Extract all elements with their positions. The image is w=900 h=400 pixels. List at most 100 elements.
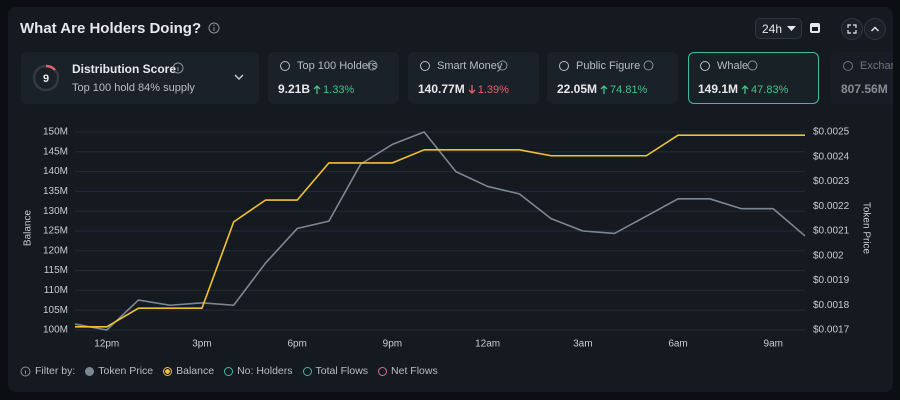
- filter-item[interactable]: Net Flows: [378, 365, 438, 377]
- y2-tick-label: $0.0021: [813, 226, 850, 237]
- y-tick-label: 100M: [43, 325, 68, 336]
- series-line: [74, 131, 806, 331]
- y-tick-label: 130M: [43, 206, 68, 217]
- card-value: 9.21B: [278, 82, 311, 96]
- metric-card[interactable]: Whale 149.1M 47.83%: [688, 52, 819, 104]
- change-arrow: [600, 85, 608, 94]
- y-axis-label: Balance: [23, 209, 34, 246]
- icon-shape: [420, 61, 430, 71]
- score-subtitle: Top 100 hold 84% supply: [72, 82, 195, 94]
- card-label: Smart Money: [437, 60, 503, 72]
- card-label: Exchange: [860, 60, 893, 72]
- arrow-shape: [600, 85, 608, 94]
- y2-tick-label: $0.0019: [813, 275, 850, 286]
- info-icon: [643, 60, 654, 71]
- legend-dot: [85, 366, 95, 376]
- card-value-row: 149.1M 47.83%: [698, 82, 788, 96]
- score-title: Distribution Score: [72, 62, 177, 76]
- filter-text: Filter by:: [35, 365, 76, 377]
- card-change: 1.33%: [313, 84, 354, 96]
- card-value: 149.1M: [698, 82, 739, 96]
- change-arrow: [741, 85, 749, 94]
- card-icon: [280, 61, 290, 71]
- card-value-row: 9.21B 1.33%: [278, 82, 354, 96]
- y-tick-label: 135M: [43, 186, 68, 197]
- filter-dot: [224, 366, 234, 376]
- y-tick-label: 145M: [43, 146, 68, 157]
- metric-card[interactable]: Smart Money 140.77M 1.39%: [408, 52, 539, 104]
- change-arrow: [468, 85, 476, 94]
- icon-shape: [280, 61, 290, 71]
- icon-shape: [559, 61, 569, 71]
- y2-tick-label: $0.0024: [813, 151, 850, 162]
- legend-dot: [163, 366, 173, 376]
- metric-card[interactable]: Public Figure 22.05M 74.81%: [547, 52, 678, 104]
- info-icon: [747, 60, 758, 71]
- y2-tick-label: $0.0022: [813, 201, 850, 212]
- x-tick-label: 12pm: [94, 339, 119, 350]
- change-text: 74.81%: [610, 84, 648, 96]
- y2-tick-label: $0.0018: [813, 300, 850, 311]
- y-tick-label: 120M: [43, 245, 68, 256]
- filter-text: No: Holders: [237, 365, 293, 377]
- filter-item[interactable]: Total Flows: [302, 365, 368, 377]
- filter-text: Net Flows: [391, 365, 438, 377]
- calendar-icon: [810, 23, 820, 33]
- filter-item[interactable]: No: Holders: [224, 365, 293, 377]
- change-text: 1.33%: [323, 84, 355, 96]
- y2-tick-label: $0.002: [813, 250, 844, 261]
- metric-card[interactable]: Top 100 Holders 9.21B 1.33%: [268, 52, 399, 104]
- y-tick-label: 115M: [44, 265, 68, 276]
- timeframe: 24h: [762, 22, 783, 36]
- change-arrow: [313, 85, 321, 94]
- card-value-row: 22.05M 74.81%: [557, 82, 647, 96]
- legend-item[interactable]: Token Price: [85, 365, 153, 377]
- fullscreen-button[interactable]: [841, 18, 863, 40]
- legend-text: Balance: [176, 365, 215, 377]
- card-label: Whale: [717, 60, 749, 72]
- info-icon: [20, 366, 31, 376]
- collapse-icon: [871, 26, 879, 32]
- timeframe-select[interactable]: 24h: [755, 18, 802, 39]
- info-icon[interactable]: [208, 22, 220, 34]
- title-text: What Are Holders Doing?: [20, 20, 202, 37]
- y2-tick-label: $0.0017: [813, 325, 850, 336]
- card-value-row: 807.56M: [841, 82, 888, 96]
- card-icon: [843, 61, 853, 71]
- arrow-shape: [313, 85, 321, 94]
- x-tick-label: 3am: [573, 339, 592, 350]
- y2-tick-label: $0.0025: [813, 127, 850, 138]
- series-line: [75, 134, 805, 328]
- score-card[interactable]: 9 Distribution Score Top 100 hold 84% su…: [21, 52, 259, 104]
- x-tick-label: 9pm: [383, 339, 402, 350]
- card-change: 74.81%: [600, 84, 647, 96]
- info-icon: [367, 60, 378, 71]
- y-tick-label: 150M: [43, 127, 68, 138]
- x-tick-label: 6pm: [287, 339, 306, 350]
- x-tick-label: 6am: [668, 339, 687, 350]
- legend-item[interactable]: Balance: [163, 365, 214, 377]
- card-value: 807.56M: [841, 82, 888, 96]
- card-change: 47.83%: [741, 84, 788, 96]
- change-text: 47.83%: [751, 84, 789, 96]
- card-icon: [420, 61, 430, 71]
- x-tick-label: 3pm: [192, 339, 211, 350]
- arrow-shape: [741, 85, 749, 94]
- y2-tick-label: $0.0023: [813, 176, 850, 187]
- card-icon: [559, 61, 569, 71]
- info-icon: [497, 60, 508, 71]
- collapse-button[interactable]: [864, 18, 886, 40]
- legend-text: Token Price: [98, 365, 154, 377]
- filter-dot: [378, 366, 388, 376]
- y-tick-label: 140M: [43, 166, 68, 177]
- card-label: Public Figure: [576, 60, 641, 72]
- y-tick-label: 125M: [43, 226, 68, 237]
- arrow-shape: [468, 85, 476, 94]
- card-change: 1.39%: [468, 84, 509, 96]
- caret: [787, 26, 796, 31]
- metric-card[interactable]: Exchange 807.56M: [831, 52, 893, 104]
- calendar-button[interactable]: [808, 21, 822, 35]
- y-tick-label: 105M: [43, 305, 68, 316]
- card-value: 140.77M: [418, 82, 465, 96]
